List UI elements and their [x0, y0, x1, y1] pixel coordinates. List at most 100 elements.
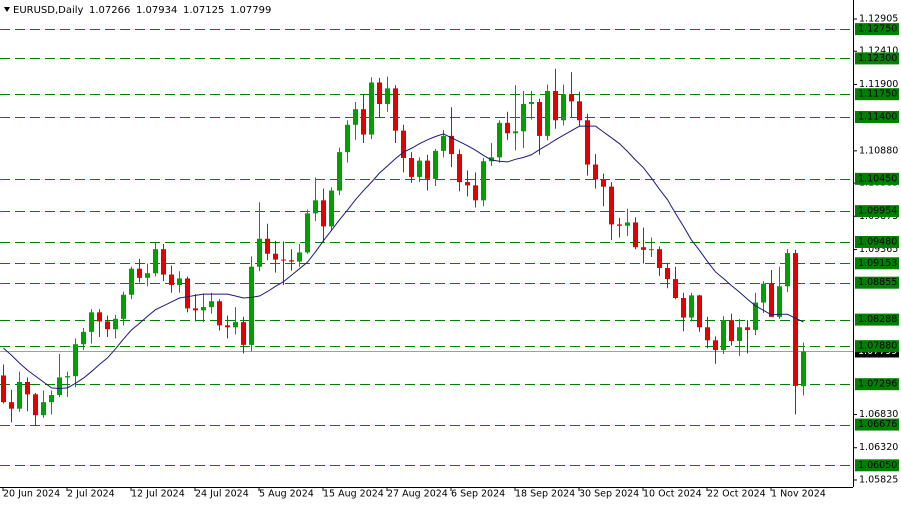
candle-body	[729, 320, 734, 341]
candle-body	[649, 249, 654, 251]
candle-body	[657, 249, 662, 269]
symbol: EURUSD,Daily	[13, 5, 84, 16]
candle-body	[785, 253, 790, 287]
candle-body	[737, 327, 742, 341]
candle-body	[705, 327, 710, 341]
candle-body	[417, 160, 422, 177]
level-box	[855, 205, 899, 218]
candle-body	[313, 200, 318, 214]
candle-body	[793, 253, 798, 386]
level-label: 1.08855	[858, 277, 897, 288]
y-tick-label: 1.06320	[859, 442, 898, 453]
candle-body	[745, 327, 750, 330]
candle-body	[329, 190, 334, 227]
candle-body	[249, 266, 254, 345]
candle-body	[377, 82, 382, 104]
candle-body	[193, 308, 198, 311]
candle-body	[665, 268, 670, 280]
candle-body	[753, 302, 758, 330]
candle-body	[449, 135, 454, 155]
candle-body	[297, 252, 302, 262]
candle-body	[769, 283, 774, 317]
candle-body	[393, 88, 398, 131]
candle-body	[113, 318, 118, 330]
level-box	[855, 276, 899, 289]
candle-body	[137, 268, 142, 278]
level-box	[855, 23, 899, 36]
candle-body	[625, 222, 630, 226]
candle-body	[689, 295, 694, 318]
candle-body	[569, 94, 574, 102]
header-low: 1.07125	[183, 5, 224, 16]
candle-body	[673, 279, 678, 298]
x-tick-label: 22 Oct 2024	[707, 489, 766, 500]
level-label: 1.07296	[858, 379, 897, 390]
x-tick-label: 12 Jul 2024	[131, 489, 185, 500]
candle-body	[345, 124, 350, 153]
candle-body	[57, 377, 62, 396]
candle-body	[121, 294, 126, 319]
level-label: 1.06676	[858, 419, 897, 430]
candle-body	[761, 283, 766, 303]
y-tick-label: 1.06830	[859, 409, 898, 420]
x-tick-label: 1 Nov 2024	[771, 489, 826, 500]
candle-body	[25, 381, 30, 395]
level-box	[855, 378, 899, 391]
candle-body	[489, 157, 494, 162]
moving-average	[3, 125, 804, 389]
candle-body	[441, 135, 446, 151]
y-tick-label: 1.11900	[859, 79, 898, 90]
candle-body	[289, 260, 294, 262]
candle-body	[241, 322, 246, 345]
level-label: 1.09954	[858, 206, 897, 217]
candle-body	[401, 130, 406, 159]
symbol-arrow	[4, 7, 10, 12]
candle-body	[353, 109, 358, 125]
level-label: 1.11750	[858, 89, 897, 100]
level-label: 1.12750	[858, 24, 897, 35]
header-high: 1.07934	[136, 5, 177, 16]
candle-body	[713, 340, 718, 351]
candle-body	[209, 301, 214, 308]
candle-body	[9, 402, 14, 409]
candle-body	[321, 200, 326, 227]
candle-body	[465, 182, 470, 186]
x-tick-label: 5 Aug 2024	[259, 489, 314, 500]
candle-body	[385, 88, 390, 104]
candle-body	[177, 278, 182, 285]
candle-body	[65, 376, 70, 378]
candle-body	[481, 161, 486, 201]
x-tick-label: 24 Jul 2024	[195, 489, 249, 500]
candle-body	[369, 82, 374, 135]
candle-body	[561, 94, 566, 121]
candle-body	[473, 185, 478, 201]
header-close: 1.07799	[230, 5, 271, 16]
candle-body	[105, 321, 110, 330]
candle-body	[145, 273, 150, 278]
candle-body	[721, 320, 726, 351]
level-label: 1.09480	[858, 237, 897, 248]
candle-body	[497, 122, 502, 158]
candle-body	[225, 325, 230, 328]
candle-body	[1, 375, 6, 403]
level-box	[855, 110, 899, 123]
level-label: 1.07880	[858, 341, 897, 352]
level-box	[855, 257, 899, 270]
y-tick-label: 1.12410	[859, 46, 898, 57]
candle-body	[529, 102, 534, 104]
candle-body	[89, 312, 94, 332]
candle-body	[169, 274, 174, 285]
level-label: 1.12300	[858, 53, 897, 64]
candle-body	[185, 278, 190, 309]
level-label: 1.10450	[858, 173, 897, 184]
candle-body	[609, 186, 614, 225]
candle-body	[505, 122, 510, 134]
candle-body	[233, 322, 238, 328]
candle-body	[425, 160, 430, 179]
x-tick-label: 10 Oct 2024	[643, 489, 702, 500]
candle-body	[681, 297, 686, 318]
candle-body	[633, 222, 638, 248]
candle-body	[409, 158, 414, 177]
